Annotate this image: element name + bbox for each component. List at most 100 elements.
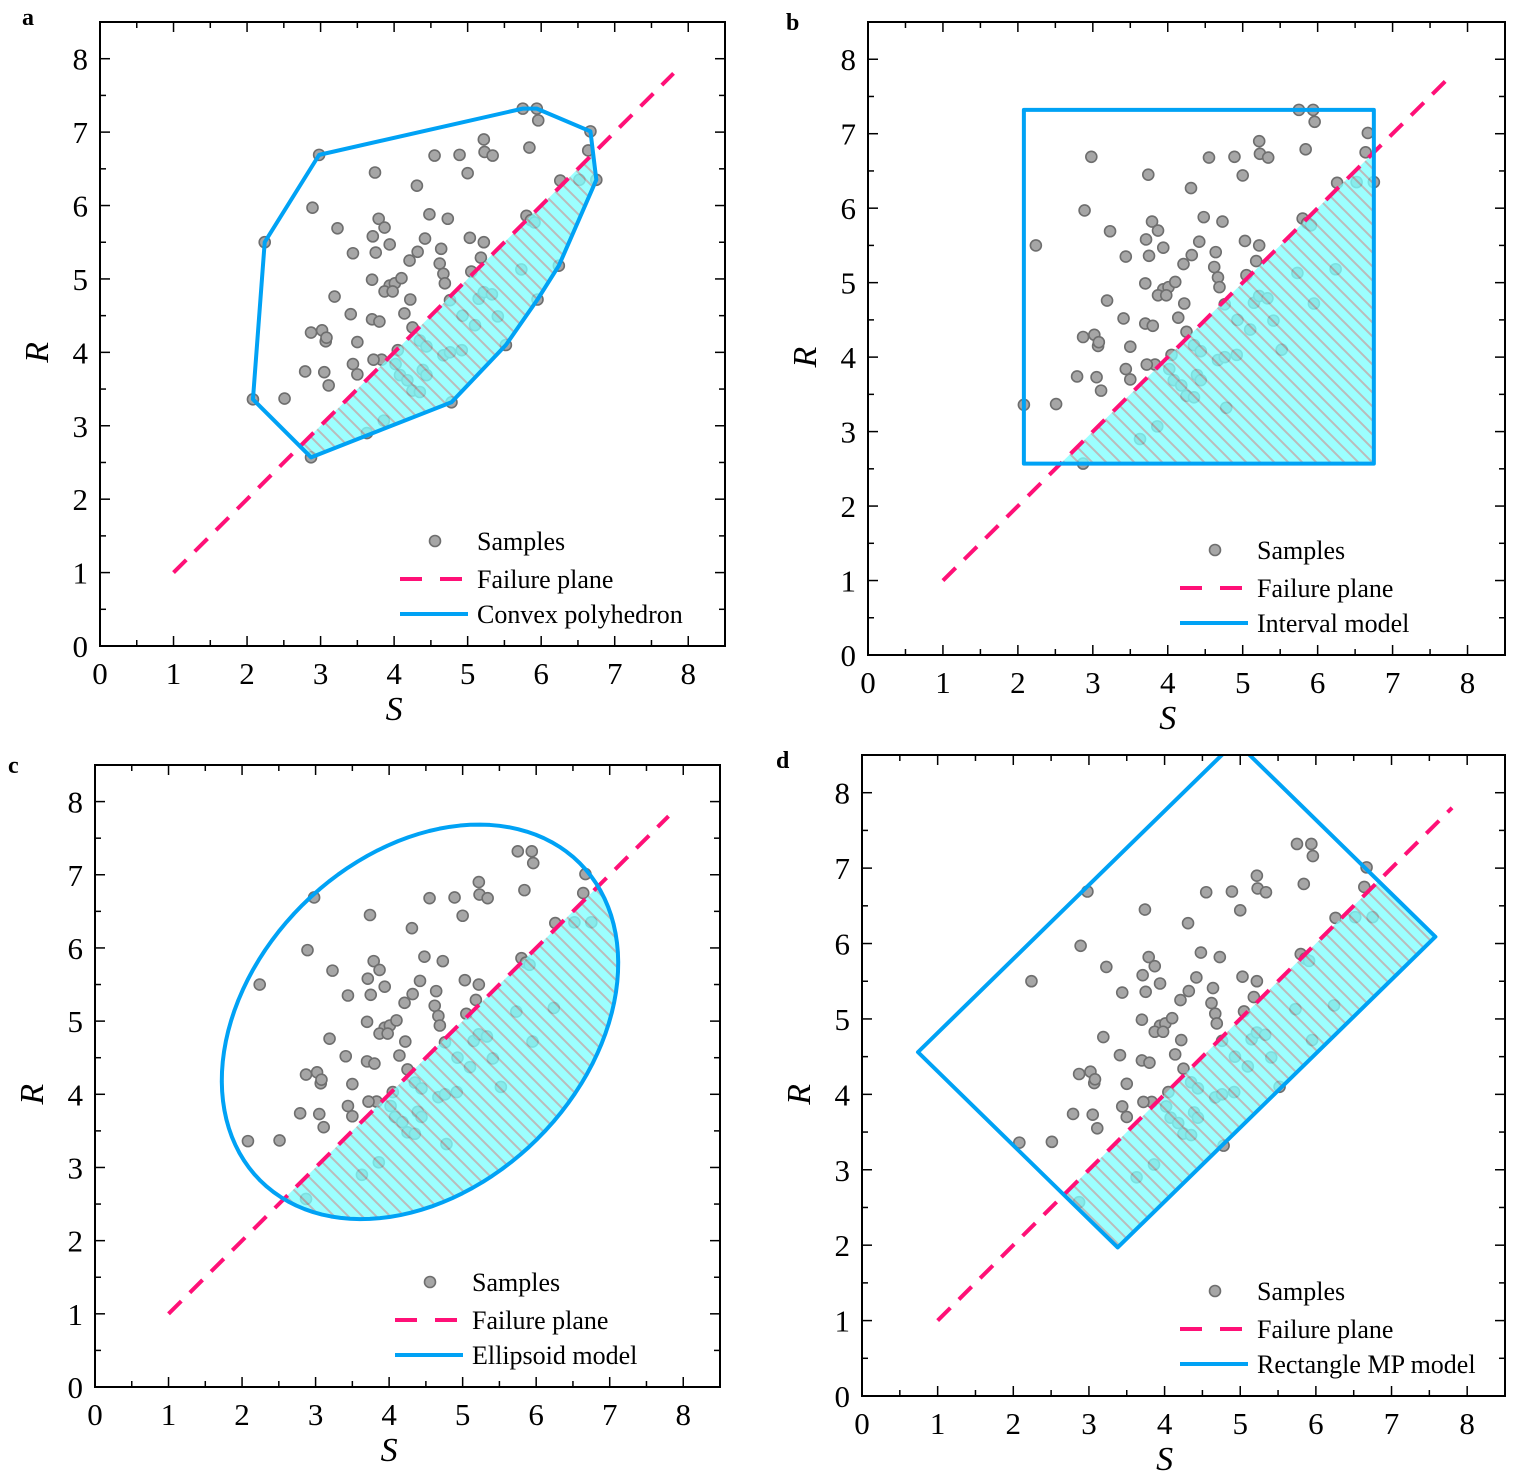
sample-point <box>511 845 525 858</box>
x-tick-label: 1 <box>161 1397 177 1432</box>
sample-point <box>398 996 411 1010</box>
sample-point <box>393 1049 406 1062</box>
sample-point <box>413 974 427 988</box>
x-tick-label: 2 <box>1010 665 1026 700</box>
y-tick-label: 2 <box>841 489 857 524</box>
model-outline <box>219 822 621 1222</box>
legend-samples-label: Samples <box>472 1268 560 1297</box>
model-group <box>219 822 621 1222</box>
x-axis-label: S <box>386 691 403 728</box>
sample-point <box>328 290 341 303</box>
sample-point <box>1139 985 1152 999</box>
sample-point <box>344 307 358 321</box>
legend-samples-marker <box>423 1275 437 1289</box>
model-outline <box>250 106 599 460</box>
legend-failure-label: Failure plane <box>1257 574 1393 603</box>
sample-point <box>1148 959 1162 973</box>
sample-point <box>1088 1072 1102 1086</box>
sample-point <box>373 315 386 328</box>
sample-point <box>1299 143 1312 156</box>
x-axis-label: S <box>1156 1441 1173 1478</box>
failure-plane-line <box>167 814 670 1316</box>
plot-frame <box>867 21 1506 656</box>
x-axis-label: S <box>381 1432 398 1469</box>
sample-point <box>1259 885 1273 899</box>
sample-point <box>1119 362 1133 376</box>
sample-point <box>312 1107 326 1121</box>
sample-point <box>1142 249 1156 263</box>
sample-point <box>278 392 291 405</box>
x-tick-label: 3 <box>1085 665 1101 700</box>
y-tick-label: 2 <box>835 1228 851 1263</box>
sample-point <box>1197 210 1211 224</box>
sample-point <box>315 1073 328 1086</box>
x-tick-label: 6 <box>533 656 549 691</box>
y-tick-label: 2 <box>68 1224 84 1259</box>
model-group <box>915 755 1438 1250</box>
sample-point <box>378 221 391 234</box>
model-group <box>250 106 599 460</box>
sample-point <box>1185 248 1199 262</box>
sample-point <box>366 230 380 243</box>
sample-point <box>369 246 383 259</box>
sample-point <box>1143 1056 1156 1069</box>
legend-failure-label: Failure plane <box>477 565 613 594</box>
sample-point <box>322 379 335 392</box>
y-tick-label: 4 <box>841 340 857 375</box>
model-outline <box>1021 107 1376 466</box>
sample-point <box>438 277 452 290</box>
sample-point <box>448 891 461 904</box>
sample-point <box>1066 1107 1080 1121</box>
sample-point <box>1168 275 1182 289</box>
sample-point <box>1174 993 1187 1007</box>
y-axis-label: R <box>787 347 824 369</box>
sample-point <box>526 856 540 870</box>
panel-c: 0 1 2 3 4 5 6 7 8 0 1 2 3 4 5 6 7 8 S Rc Samples Failure plan… <box>8 753 721 1469</box>
sample-point <box>1097 1030 1110 1044</box>
sample-point <box>1192 235 1206 248</box>
y-axis-label: R <box>14 1084 51 1106</box>
sample-point <box>1206 981 1220 995</box>
sample-point <box>1156 241 1170 254</box>
sample-point <box>361 972 375 985</box>
plot-frame <box>94 764 721 1388</box>
x-tick-label: 5 <box>1232 1406 1248 1441</box>
sample-point <box>405 921 419 935</box>
x-tick-label: 3 <box>313 656 329 691</box>
sample-point <box>1092 335 1106 349</box>
sample-point <box>368 1057 381 1070</box>
legend-samples-label: Samples <box>1257 1277 1345 1306</box>
legend-failure-label: Failure plane <box>1257 1315 1393 1344</box>
panel-letter: b <box>786 10 799 36</box>
sample-point <box>477 235 491 249</box>
sample-point <box>386 285 399 298</box>
sample-point <box>241 1134 255 1148</box>
sample-point <box>323 1032 336 1045</box>
sample-point <box>1236 970 1249 984</box>
sample-point <box>403 293 417 306</box>
sample-point <box>1194 946 1208 959</box>
sample-point <box>1213 280 1226 294</box>
sample-point <box>1182 984 1196 998</box>
y-tick-label: 1 <box>68 1297 84 1332</box>
sample-point <box>1250 869 1264 882</box>
sample-point <box>1177 257 1190 271</box>
panel-letter: a <box>22 5 34 31</box>
y-axis-label: R <box>19 342 56 364</box>
sample-point <box>423 891 436 905</box>
sample-point <box>1074 939 1087 953</box>
y-tick-label: 0 <box>841 638 857 673</box>
sample-point <box>398 1035 412 1048</box>
sample-point <box>1174 1033 1188 1047</box>
sample-point <box>1210 1017 1224 1030</box>
sample-point <box>1142 950 1156 964</box>
sample-point <box>458 973 472 987</box>
sample-point <box>372 212 385 226</box>
sample-point <box>472 978 486 991</box>
sample-point <box>410 179 424 193</box>
model-outline <box>915 755 1438 1250</box>
sample-point <box>428 149 441 162</box>
y-tick-label: 6 <box>835 927 851 962</box>
sample-point <box>1228 150 1241 164</box>
sample-point <box>1113 1048 1127 1062</box>
